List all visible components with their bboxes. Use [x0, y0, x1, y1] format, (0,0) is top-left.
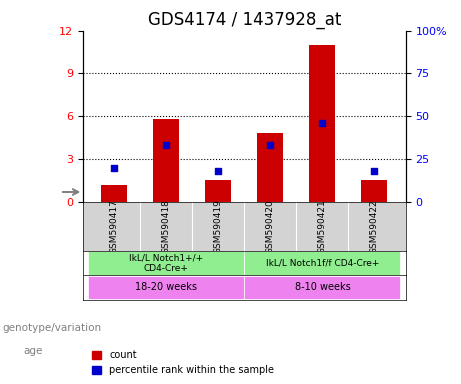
- Point: [371, 168, 378, 174]
- Legend: count, percentile rank within the sample: count, percentile rank within the sample: [88, 346, 278, 379]
- Text: age: age: [23, 346, 42, 356]
- Bar: [153, 119, 179, 202]
- FancyBboxPatch shape: [88, 251, 244, 275]
- Title: GDS4174 / 1437928_at: GDS4174 / 1437928_at: [148, 12, 341, 30]
- Bar: [101, 185, 127, 202]
- Bar: [257, 133, 284, 202]
- Text: 8-10 weeks: 8-10 weeks: [295, 282, 350, 292]
- Text: GSM590419: GSM590419: [214, 199, 223, 254]
- Text: GSM590422: GSM590422: [370, 199, 379, 253]
- Point: [319, 120, 326, 126]
- Bar: [205, 180, 231, 202]
- FancyBboxPatch shape: [244, 251, 401, 275]
- Text: 18-20 weeks: 18-20 weeks: [135, 282, 197, 292]
- Point: [266, 142, 274, 148]
- Text: genotype/variation: genotype/variation: [2, 323, 101, 333]
- Text: GSM590420: GSM590420: [266, 199, 275, 253]
- Text: GSM590421: GSM590421: [318, 199, 327, 253]
- Point: [163, 142, 170, 148]
- Text: GSM590417: GSM590417: [110, 199, 119, 254]
- Point: [111, 164, 118, 170]
- Point: [215, 168, 222, 174]
- Text: IkL/L Notch1+/+
CD4-Cre+: IkL/L Notch1+/+ CD4-Cre+: [129, 253, 203, 273]
- FancyBboxPatch shape: [88, 276, 244, 299]
- Bar: [361, 180, 387, 202]
- Text: GSM590418: GSM590418: [162, 199, 171, 254]
- Text: IkL/L Notch1f/f CD4-Cre+: IkL/L Notch1f/f CD4-Cre+: [266, 258, 379, 267]
- Bar: [309, 45, 336, 202]
- FancyBboxPatch shape: [244, 276, 401, 299]
